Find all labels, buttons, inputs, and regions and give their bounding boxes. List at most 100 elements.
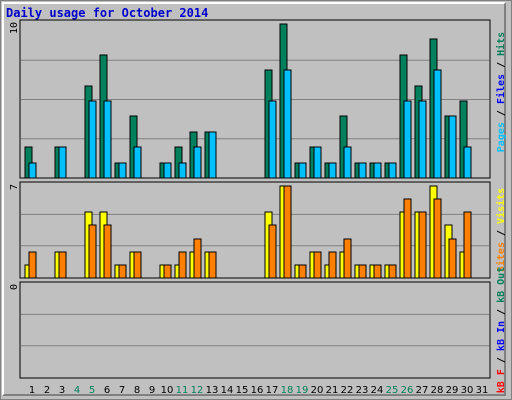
x-tick-label-day-28: 28 bbox=[431, 385, 444, 396]
legend-pages-files-hits: Pages / Files / Hits bbox=[495, 32, 507, 152]
x-tick-label-day-24: 24 bbox=[371, 385, 384, 396]
x-tick-label-day-29: 29 bbox=[446, 385, 459, 396]
hits-files-files-bar-day-23 bbox=[358, 162, 367, 179]
hits-files-files-bar-day-6 bbox=[103, 100, 112, 179]
x-tick-label-day-13: 13 bbox=[206, 385, 219, 396]
hits-files-files-bar-day-21 bbox=[328, 162, 337, 179]
legend-kb-part-3: kB In bbox=[496, 321, 507, 351]
hits-files-files-bar-day-25 bbox=[388, 162, 397, 179]
visits-sites-sites-bar-day-1 bbox=[28, 251, 37, 279]
hits-files-files-bar-day-29 bbox=[448, 115, 457, 179]
visits-sites-sites-bar-day-7 bbox=[118, 264, 127, 279]
legend-pages-files-hits-part-1: Pages bbox=[496, 122, 507, 152]
visits-sites-sites-bar-day-24 bbox=[373, 264, 382, 279]
hits-files-files-bar-day-26 bbox=[403, 100, 412, 179]
x-tick-label-day-19: 19 bbox=[296, 385, 309, 396]
legend-pages-files-hits-part-4: / bbox=[496, 56, 507, 74]
visits-sites-sites-bar-day-28 bbox=[433, 198, 442, 279]
legend-kb-part-5: kB Out bbox=[496, 267, 507, 303]
legend-sites-visits-part-2: / bbox=[496, 224, 507, 242]
chart-title: Daily usage for October 2014 bbox=[6, 6, 209, 20]
hits-files-files-bar-day-24 bbox=[373, 162, 382, 179]
x-tick-label-day-4: 4 bbox=[74, 385, 80, 396]
x-tick-label-day-12: 12 bbox=[191, 385, 204, 396]
visits-sites-sites-bar-day-30 bbox=[463, 211, 472, 279]
x-tick-label-day-17: 17 bbox=[266, 385, 279, 396]
visits-sites-sites-bar-day-18 bbox=[283, 185, 292, 279]
legend-sites-visits-part-3: Visits bbox=[495, 188, 507, 224]
legend-kb: kB F / kB In / kB Out bbox=[496, 267, 507, 393]
x-tick-label-day-26: 26 bbox=[401, 385, 414, 396]
x-tick-label-day-2: 2 bbox=[44, 385, 50, 396]
hits-files-files-bar-day-17 bbox=[268, 100, 277, 179]
x-tick-label-day-9: 9 bbox=[149, 385, 155, 396]
legend-sites-visits: Sites / Visits bbox=[495, 188, 507, 272]
hits-files-files-bar-day-18 bbox=[283, 69, 292, 179]
hits-files-files-bar-day-5 bbox=[88, 100, 97, 179]
hits-files-files-bar-day-28 bbox=[433, 69, 442, 179]
legend-pages-files-hits-part-3: Files bbox=[495, 74, 507, 104]
panel-2 bbox=[19, 181, 491, 279]
legend-kb-part-2: / bbox=[496, 351, 507, 369]
hits-files-files-bar-day-7 bbox=[118, 162, 127, 179]
visits-sites-sites-bar-day-21 bbox=[328, 251, 337, 279]
hits-files-files-bar-day-10 bbox=[163, 162, 172, 179]
visits-sites-sites-bar-day-20 bbox=[313, 251, 322, 279]
x-tick-label-day-11: 11 bbox=[176, 385, 189, 396]
legend-kb-part-1: kB F bbox=[496, 369, 507, 393]
x-tick-label-day-27: 27 bbox=[416, 385, 429, 396]
hits-files-files-bar-day-8 bbox=[133, 146, 142, 179]
x-tick-label-day-15: 15 bbox=[236, 385, 249, 396]
visits-sites-sites-bar-day-27 bbox=[418, 211, 427, 279]
visits-sites-sites-bar-day-19 bbox=[298, 264, 307, 279]
visits-sites-sites-bar-day-8 bbox=[133, 251, 142, 279]
x-tick-label-day-5: 5 bbox=[89, 385, 95, 396]
x-tick-label-day-14: 14 bbox=[221, 385, 234, 396]
visits-sites-sites-bar-day-11 bbox=[178, 251, 187, 279]
x-tick-label-day-6: 6 bbox=[104, 385, 110, 396]
hits-files-files-bar-day-19 bbox=[298, 162, 307, 179]
visits-sites-sites-bar-day-29 bbox=[448, 238, 457, 279]
x-tick-label-day-3: 3 bbox=[59, 385, 65, 396]
x-tick-label-day-18: 18 bbox=[281, 385, 294, 396]
legend-pages-files-hits-part-5: Hits bbox=[495, 32, 507, 56]
visits-sites-sites-bar-day-26 bbox=[403, 198, 412, 279]
x-tick-label-day-20: 20 bbox=[311, 385, 324, 396]
x-tick-label-day-22: 22 bbox=[341, 385, 354, 396]
hits-files-files-bar-day-1 bbox=[28, 162, 37, 179]
y-max-label-1: 10 bbox=[9, 22, 20, 34]
legend-sites-visits-part-1: Sites bbox=[495, 242, 507, 272]
visits-sites-sites-bar-day-3 bbox=[58, 251, 67, 279]
visits-sites-sites-bar-day-10 bbox=[163, 264, 172, 279]
x-tick-label-day-21: 21 bbox=[326, 385, 339, 396]
x-tick-label-day-25: 25 bbox=[386, 385, 399, 396]
legend-kb-part-4: / bbox=[496, 303, 507, 321]
visits-sites-sites-bar-day-6 bbox=[103, 224, 112, 279]
visits-sites-sites-bar-day-22 bbox=[343, 238, 352, 279]
x-tick-label-day-7: 7 bbox=[119, 385, 125, 396]
x-tick-label-day-31: 31 bbox=[476, 385, 489, 396]
visits-sites-sites-bar-day-12 bbox=[193, 238, 202, 279]
visits-sites-sites-bar-day-17 bbox=[268, 224, 277, 279]
hits-files-files-bar-day-3 bbox=[58, 146, 67, 179]
x-tick-label-day-1: 1 bbox=[29, 385, 35, 396]
visits-sites-sites-bar-day-23 bbox=[358, 264, 367, 279]
x-tick-label-day-10: 10 bbox=[161, 385, 174, 396]
hits-files-files-bar-day-20 bbox=[313, 146, 322, 179]
y-max-label-2: 7 bbox=[9, 184, 20, 190]
visits-sites-sites-bar-day-13 bbox=[208, 251, 217, 279]
x-tick-label-day-23: 23 bbox=[356, 385, 369, 396]
x-tick-label-day-16: 16 bbox=[251, 385, 264, 396]
panel-3 bbox=[19, 281, 491, 379]
visits-sites-sites-bar-day-5 bbox=[88, 224, 97, 279]
hits-files-files-bar-day-27 bbox=[418, 100, 427, 179]
hits-files-files-bar-day-13 bbox=[208, 131, 217, 179]
hits-files-files-bar-day-11 bbox=[178, 162, 187, 179]
hits-files-files-bar-day-22 bbox=[343, 146, 352, 179]
visits-sites-sites-bar-day-25 bbox=[388, 264, 397, 279]
chart-frame-bevel bbox=[2, 2, 506, 396]
x-tick-label-day-30: 30 bbox=[461, 385, 474, 396]
x-tick-label-day-8: 8 bbox=[134, 385, 140, 396]
hits-files-files-bar-day-30 bbox=[463, 146, 472, 179]
